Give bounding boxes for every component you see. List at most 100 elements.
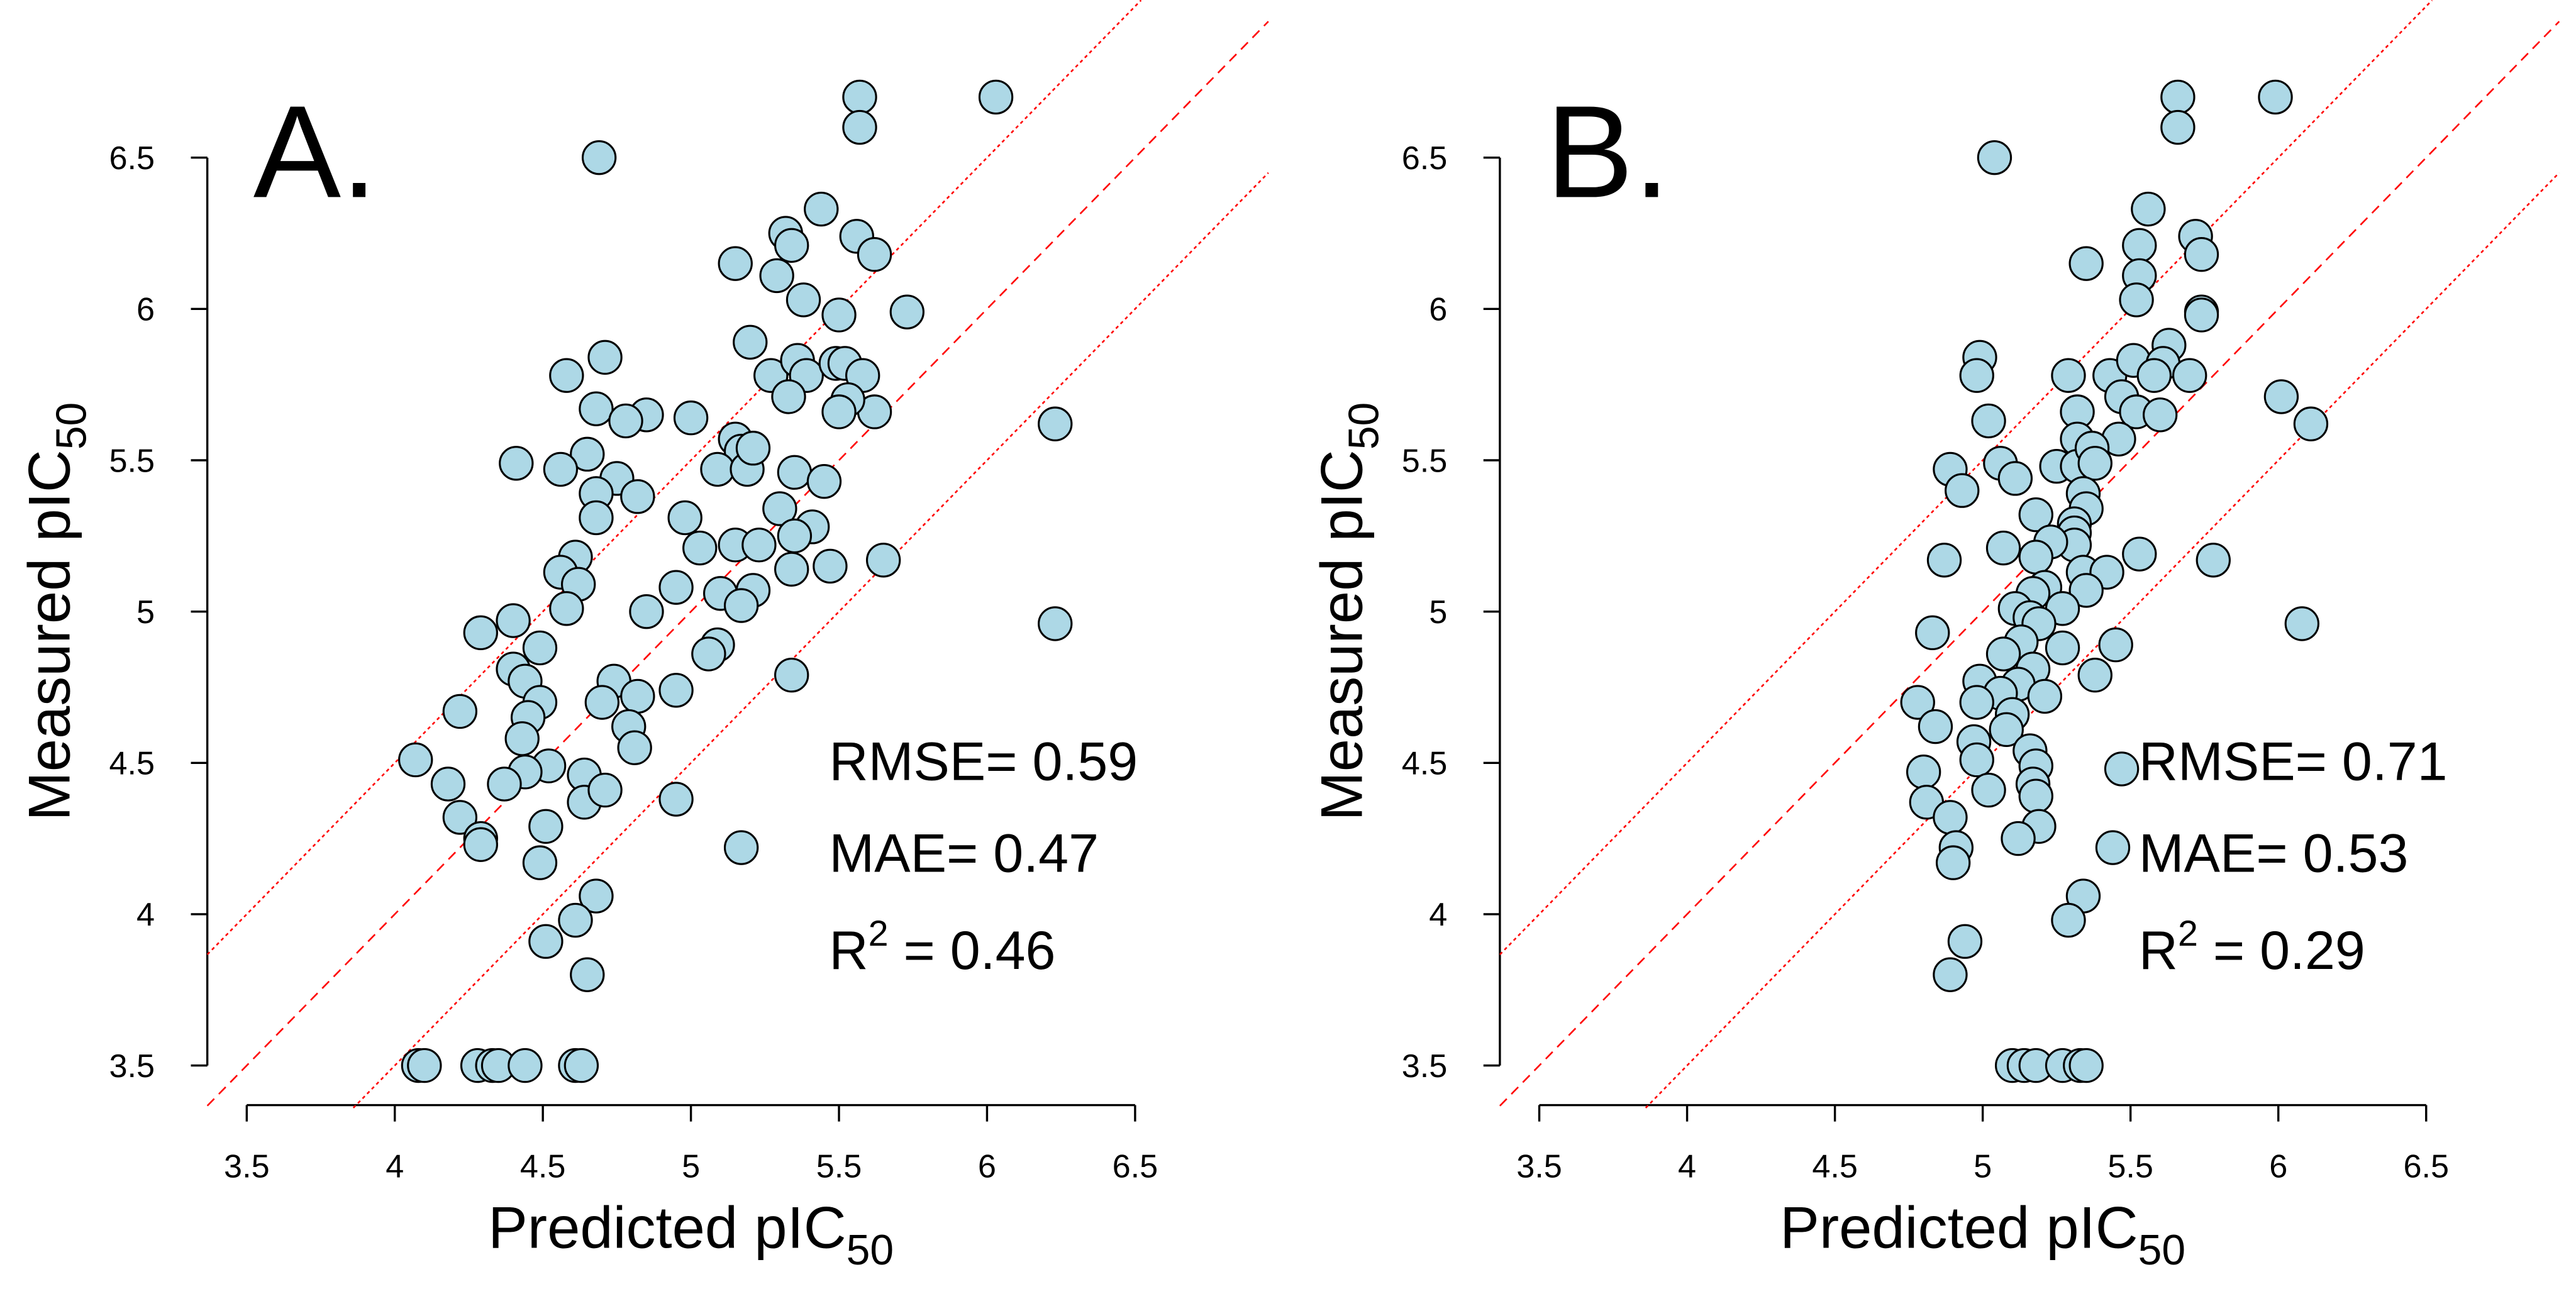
data-point <box>2196 543 2231 578</box>
panel-label: B. <box>1546 79 1670 225</box>
data-point <box>2104 751 2140 787</box>
data-point <box>673 400 709 436</box>
data-point <box>2068 246 2104 281</box>
data-point <box>2098 627 2133 663</box>
panel-label: A. <box>253 79 377 225</box>
data-point <box>2068 1048 2104 1083</box>
data-point <box>842 79 877 115</box>
data-point <box>2018 778 2053 814</box>
data-point <box>2018 497 2053 533</box>
data-point <box>2051 358 2086 393</box>
data-point <box>608 403 643 439</box>
data-point <box>857 237 892 272</box>
y-tick-label: 3.5 <box>1402 1048 1448 1085</box>
panel-b: 3.5 4 4.5 5 5.5 6 6.5 3.5 4 4.5 5 5.5 6 6.5 Predicted … <box>1309 0 2560 1274</box>
data-point <box>1918 709 1953 744</box>
data-point <box>463 827 498 862</box>
r2-superscript: 2 <box>869 914 889 954</box>
data-point <box>528 924 564 959</box>
data-point <box>2045 630 2080 666</box>
data-point <box>2184 297 2219 333</box>
data-point <box>1971 403 2006 439</box>
data-point <box>733 324 768 360</box>
data-point <box>658 570 694 605</box>
offset-line <box>1645 172 2560 1109</box>
data-point <box>1933 800 1968 835</box>
data-point <box>1989 712 2024 748</box>
y-axis-label: Measured pIC50 <box>1309 402 1388 821</box>
data-point <box>2027 678 2063 714</box>
data-point <box>1947 924 1983 959</box>
x-tick-label: 5.5 <box>2107 1148 2153 1185</box>
r2-label: R2 = 0.29 <box>2139 914 2365 981</box>
data-point <box>1906 755 1941 790</box>
data-point <box>723 830 759 865</box>
data-point <box>528 809 564 844</box>
data-point <box>549 358 584 393</box>
data-point <box>2258 79 2293 115</box>
data-point <box>889 294 925 329</box>
data-point <box>1038 406 1073 441</box>
data-point <box>2077 446 2112 481</box>
y-tick-label: 4.5 <box>109 746 155 782</box>
data-point <box>667 500 702 536</box>
offset-line <box>206 0 1142 955</box>
data-point <box>978 79 1014 115</box>
data-point <box>2095 830 2131 865</box>
data-point <box>2160 109 2196 145</box>
data-point <box>1915 615 1950 651</box>
x-tick-label: 6.5 <box>1113 1148 1158 1185</box>
data-point <box>804 191 839 227</box>
data-point <box>777 455 813 490</box>
y-tick-label: 6.5 <box>1402 140 1448 177</box>
data-point <box>1971 772 2006 808</box>
data-point <box>771 379 806 414</box>
x-axis-label: Predicted pIC50 <box>488 1195 894 1274</box>
data-point <box>1945 473 1980 508</box>
data-point <box>1985 636 2021 672</box>
y-axis-label: Measured pIC50 <box>16 402 95 821</box>
data-point <box>1997 461 2033 496</box>
y-tick-label: 5 <box>1429 594 1447 631</box>
data-point <box>617 730 652 765</box>
identity-line <box>206 21 1269 1107</box>
data-point <box>508 1048 543 1083</box>
x-tick-label: 6 <box>978 1148 996 1185</box>
data-point <box>543 451 579 487</box>
data-point <box>774 228 809 263</box>
r2-value: = 0.29 <box>2198 921 2365 981</box>
data-point <box>682 530 718 566</box>
reference-lines <box>206 0 1269 1109</box>
x-tick-label: 5 <box>1974 1148 1992 1185</box>
data-point <box>522 845 558 880</box>
data-point <box>587 772 623 808</box>
data-point <box>786 282 821 318</box>
data-point <box>658 782 694 817</box>
data-point <box>2119 282 2154 318</box>
data-point <box>813 548 848 584</box>
data-point <box>2122 228 2157 263</box>
y-tick-label: 4 <box>136 897 155 933</box>
data-point <box>774 551 809 587</box>
x-tick-label: 6 <box>2269 1148 2287 1185</box>
data-point <box>723 588 759 623</box>
data-point <box>718 246 753 281</box>
data-point <box>570 436 605 472</box>
x-axis-label-text: Predicted pIC <box>488 1195 847 1261</box>
data-point <box>629 594 664 629</box>
data-point <box>430 766 466 802</box>
data-point <box>2143 397 2178 433</box>
data-point <box>2160 79 2196 115</box>
y-tick-label: 4 <box>1429 897 1447 933</box>
offset-line <box>1499 0 2433 956</box>
data-point <box>584 685 620 720</box>
x-axis-label: Predicted pIC50 <box>1780 1195 2185 1274</box>
data-point <box>579 878 614 914</box>
data-point <box>499 446 534 481</box>
data-point <box>2184 237 2219 272</box>
x-tick-label: 4 <box>386 1148 404 1185</box>
data-point <box>1985 530 2021 566</box>
data-point <box>581 140 617 175</box>
y-tick-label: 6.5 <box>109 140 155 177</box>
